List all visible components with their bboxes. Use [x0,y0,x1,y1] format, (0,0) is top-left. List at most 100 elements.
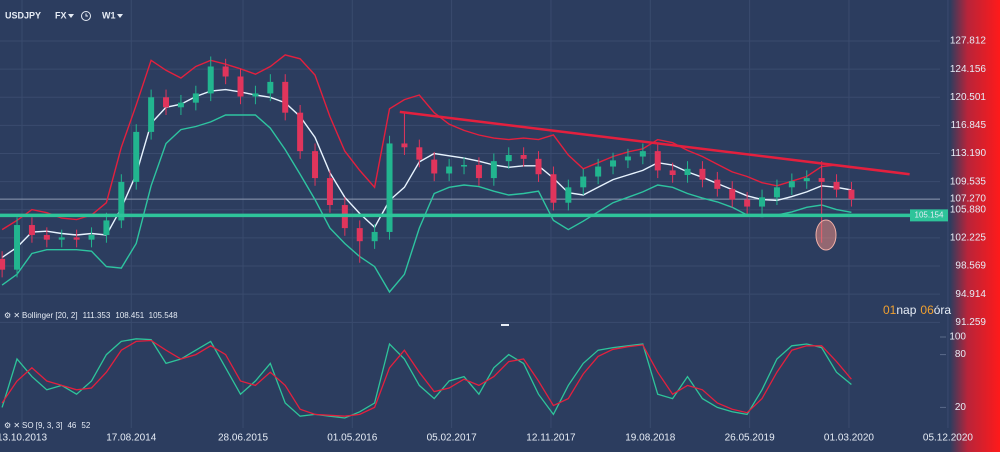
indicator-value: 105.548 [149,311,178,320]
stochastic-line [1,339,852,417]
candle-body [714,179,721,189]
x-tick-label: 01.05.2016 [327,433,377,444]
candle-body [550,174,557,203]
candle-body [416,147,423,160]
market[interactable]: FX [55,10,67,20]
candle-body [237,76,244,97]
countdown-days: 01 [883,303,897,317]
indicator-legend: Bollinger [20, 2] 111.353 108.451 105.548 [22,311,178,320]
side-strip [950,0,1000,452]
candle-body [163,97,170,108]
x-tick-label: 17.08.2014 [106,433,156,444]
candle-body [0,258,6,270]
candle-body [148,97,155,132]
plot-area: 13.10.2013 17.08.2014 28.06.2015 01.05.2016… [0,0,986,444]
candle-body [326,178,333,206]
y-tick-label: 116.845 [951,120,987,131]
indicator-name: SO [9, 3, 3] [22,421,62,430]
candle-body [520,154,527,159]
candle-body [118,181,125,221]
dropdown-icon[interactable] [117,14,123,18]
candle-body [759,197,766,207]
support-label-box [910,209,948,222]
y-tick-label: 80 [955,349,967,360]
candle-body [773,187,780,198]
indicator-name: Bollinger [20, 2] [22,311,78,320]
y-tick-label: 105.880 [950,204,987,215]
x-tick-label: 01.03.2020 [824,433,874,444]
indicator-value: 46 [67,421,76,430]
y-tick-label: 127.812 [950,36,987,47]
candle-body [580,176,587,188]
candle-body [669,170,676,176]
x-tick-label: 05.02.2017 [427,433,477,444]
settings-icon[interactable]: ⚙ ✕ [4,421,20,430]
candle-body [505,154,512,162]
candle-body [88,235,95,240]
candle-body [535,158,542,175]
candle-body [103,220,110,236]
last-price-label: 107.270 [950,194,987,205]
trendline [399,110,910,176]
y-tick-label: 120.501 [950,92,987,103]
candle-body [28,225,35,236]
x-tick-label: 28.06.2015 [218,433,268,444]
countdown-unit: óra [934,303,952,317]
x-tick-label: 19.08.2018 [625,433,675,444]
candle-body [699,168,706,180]
y-tick-label: 100 [949,332,966,343]
candle-body [297,112,304,152]
x-tick-label: 13.10.2013 [0,433,47,444]
candle-body [639,151,646,157]
candle-body [684,168,691,176]
candle-body [431,159,438,174]
y-tick-label: 20 [955,402,967,413]
candle-body [401,143,408,148]
y-tick-label: 113.190 [951,148,987,159]
candle-body [192,93,199,103]
dropdown-icon[interactable] [68,14,74,18]
clock-icon[interactable] [81,11,91,21]
candle-body [654,151,661,171]
indicator-legend: SO [9, 3, 3] 46 52 [22,421,91,430]
candle-body [386,143,393,232]
bollinger-middle [1,88,852,258]
candle-body [610,160,617,167]
indicator-value: 108.451 [115,311,144,320]
candle-body [446,166,453,174]
candle-body [624,156,631,161]
timeframe[interactable]: W1 [102,10,116,20]
symbol: USDJPY [5,10,41,20]
candle-body [803,178,810,182]
candle-body [58,237,65,240]
stochastic-line [1,338,852,419]
settings-icon[interactable]: ⚙ ✕ [4,311,20,320]
candle-body [461,165,468,167]
candle-body [133,131,140,182]
x-tick-label: 12.11.2017 [526,433,576,444]
indicator-value: 111.353 [83,311,111,320]
candle-body [207,66,214,94]
candle-body [833,181,840,190]
candle-body [356,228,363,242]
candle-body [14,225,21,270]
candle-body [744,199,751,207]
countdown-unit: nap [896,303,916,317]
candle-body [73,237,80,240]
highlight [815,219,837,251]
y-tick-label: 102.225 [950,233,987,244]
candle-body [475,165,482,179]
support-label: 105.154 [915,210,944,219]
candle-body [371,231,378,242]
y-tick-label: 124.156 [950,64,987,75]
y-tick-label: 98.569 [955,261,986,272]
y-tick-label: 109.535 [950,176,987,187]
countdown-hours: 06 [920,303,934,317]
candle-body [788,181,795,188]
candle-body [222,66,229,77]
indicator-value: 52 [81,421,90,430]
candle-body [729,188,736,200]
candle-body [595,166,602,177]
